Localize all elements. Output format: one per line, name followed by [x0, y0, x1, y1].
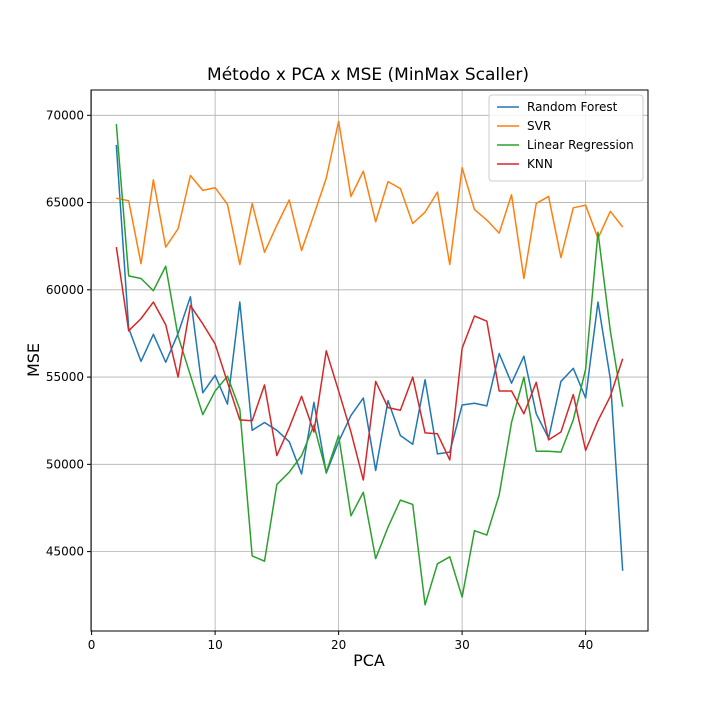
y-axis-title: MSE [24, 343, 43, 377]
x-tick-label: 20 [331, 638, 346, 652]
x-axis-title: PCA [353, 651, 385, 670]
x-tick-label: 30 [454, 638, 469, 652]
y-tick-label: 65000 [46, 196, 84, 210]
x-tick-label: 40 [578, 638, 593, 652]
axis-ticks: 0 10 20 30 40 45000 50000 55000 60000 65000 70000 [46, 108, 593, 652]
y-tick-label: 50000 [46, 457, 84, 471]
chart-title: Método x PCA x MSE (MinMax Scaller) [207, 65, 529, 85]
series-line-svr [116, 120, 624, 280]
legend: Random Forest SVR Linear Regression KNN [488, 94, 644, 182]
y-tick-label: 60000 [46, 283, 84, 297]
y-tick-label: 55000 [46, 370, 84, 384]
plot-series [115, 120, 624, 606]
series-line-linear-regression [115, 123, 624, 606]
plot-frame [90, 89, 649, 632]
legend-label-linear-regression: Linear Regression [527, 138, 634, 152]
y-tick-label: 45000 [46, 545, 84, 559]
legend-label-knn: KNN [527, 157, 553, 171]
legend-label-svr: SVR [527, 119, 551, 133]
series-line-knn [115, 246, 624, 481]
y-tick-label: 70000 [46, 108, 84, 122]
x-tick-label: 10 [207, 638, 222, 652]
legend-label-random-forest: Random Forest [527, 100, 618, 114]
legend-box [488, 94, 644, 182]
x-tick-label: 0 [88, 638, 96, 652]
